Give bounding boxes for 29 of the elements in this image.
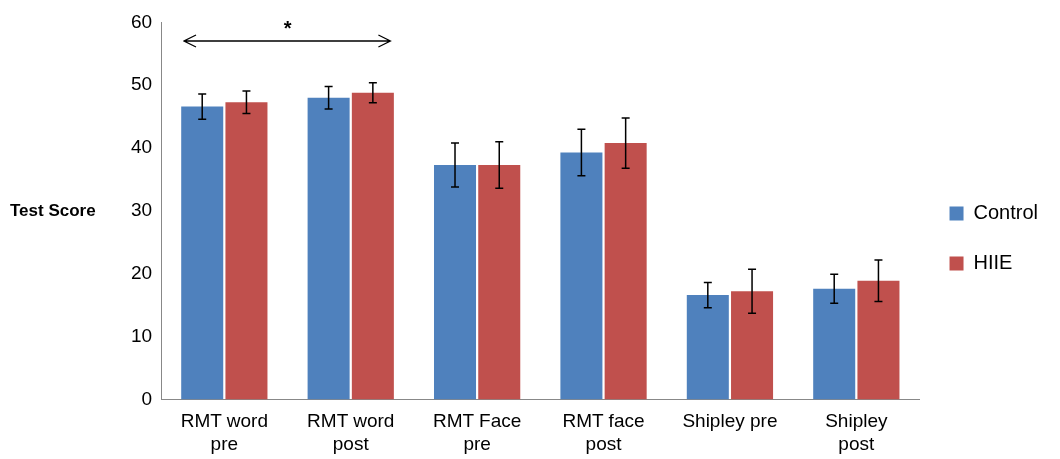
bar <box>857 280 900 400</box>
bar <box>604 143 647 400</box>
legend-label: Control <box>973 201 1039 224</box>
y-tick-label: 0 <box>141 387 153 409</box>
bar <box>731 291 774 400</box>
x-tick-label: Shipley pre <box>682 410 778 432</box>
bar <box>434 165 477 400</box>
bar <box>181 106 224 400</box>
y-axis-title: Test Score <box>10 200 96 220</box>
x-tick-label: RMT face post <box>562 410 645 454</box>
y-tick-label: 10 <box>130 324 153 346</box>
bar <box>225 102 268 400</box>
bar <box>307 97 350 400</box>
y-tick-label: 30 <box>130 199 153 221</box>
x-tick-label: RMT Face pre <box>432 410 522 454</box>
bar <box>813 288 856 400</box>
bar <box>560 152 603 400</box>
bar <box>686 295 729 400</box>
y-tick-label: 40 <box>130 136 153 158</box>
x-tick-label: Shipley post <box>825 410 888 454</box>
y-tick-label: 60 <box>130 10 153 32</box>
x-tick-label: RMT word pre <box>180 410 268 454</box>
bar <box>478 165 521 400</box>
y-tick-label: 20 <box>130 261 153 283</box>
x-tick-label: RMT word post <box>307 410 395 454</box>
legend-label: HIIE <box>973 251 1013 274</box>
annotation: * <box>283 16 292 39</box>
bar <box>351 92 394 400</box>
y-tick-label: 50 <box>130 73 153 95</box>
